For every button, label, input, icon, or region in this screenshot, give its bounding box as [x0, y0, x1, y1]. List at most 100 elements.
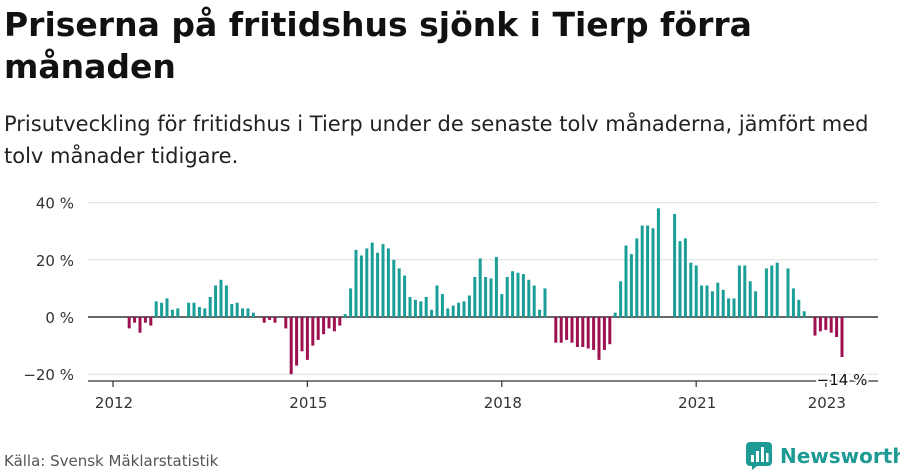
x-tick-label: 2021 — [678, 394, 716, 412]
bar — [764, 268, 768, 317]
bar — [241, 308, 245, 317]
bar — [597, 317, 601, 360]
bar — [467, 295, 471, 317]
y-tick-label: 20 % — [36, 252, 74, 270]
bar — [840, 317, 844, 357]
bar — [386, 248, 390, 317]
bar — [235, 302, 239, 317]
bar — [565, 317, 569, 340]
bar — [478, 258, 482, 317]
chart-axes: −20 % 0 % 20 % 40 % 2012 2015 2018 2021 2023 −14 … — [23, 195, 878, 412]
brand-name: Newsworthy — [780, 444, 900, 468]
bar — [505, 277, 509, 317]
bar — [673, 214, 677, 317]
bar — [349, 288, 353, 317]
x-tick-label: 2023 — [808, 394, 846, 412]
bar — [462, 301, 466, 317]
bar — [581, 317, 585, 347]
bar — [230, 304, 234, 317]
bar — [268, 317, 272, 320]
bar — [521, 274, 525, 317]
y-tick-label: 40 % — [36, 195, 74, 213]
bar — [176, 308, 180, 317]
bar — [197, 307, 201, 317]
bar — [694, 265, 698, 317]
bar — [586, 317, 590, 349]
x-tick-label: 2015 — [289, 394, 327, 412]
bar — [440, 294, 444, 317]
bar — [656, 208, 660, 317]
chart-subtitle: Prisutveckling för fritidshus i Tierp un… — [4, 112, 869, 168]
bar — [338, 317, 342, 326]
bar — [635, 238, 639, 317]
y-tick-label: −20 % — [23, 366, 74, 384]
bar — [716, 282, 720, 317]
bar — [413, 299, 417, 317]
bar — [392, 259, 396, 317]
bar — [824, 317, 828, 330]
bar — [149, 317, 153, 326]
bar — [554, 317, 558, 343]
bar — [754, 291, 758, 317]
chart-title: Priserna på fritidshus sjönk i Tierp för… — [4, 5, 752, 86]
bar — [489, 278, 493, 317]
bar — [829, 317, 833, 333]
bar — [262, 317, 266, 323]
bar — [457, 302, 461, 317]
source-note: Källa: Svensk Mäklarstatistik — [4, 452, 219, 470]
bar — [624, 245, 628, 317]
bar — [316, 317, 320, 340]
last-value-label: −14 % — [817, 371, 868, 389]
bar — [511, 271, 515, 317]
bar — [430, 309, 434, 317]
x-tick-label: 2012 — [95, 394, 133, 412]
bar — [170, 309, 174, 317]
bar — [602, 317, 606, 350]
bar — [381, 244, 385, 317]
bar — [646, 225, 650, 317]
y-tick-label: 0 % — [45, 309, 74, 327]
bar — [376, 252, 380, 317]
bar — [732, 298, 736, 317]
bar — [592, 317, 596, 350]
bar — [424, 297, 428, 317]
bar — [165, 298, 169, 317]
bar — [187, 302, 191, 317]
bar — [127, 317, 131, 329]
bar — [322, 317, 326, 335]
bar — [208, 297, 212, 317]
bar — [138, 317, 142, 333]
bar — [203, 308, 207, 317]
bar — [273, 317, 277, 323]
bar — [403, 275, 407, 317]
bar — [705, 285, 709, 317]
bar — [160, 302, 164, 317]
bar — [640, 225, 644, 317]
bar — [543, 288, 547, 317]
bar — [516, 272, 520, 317]
bar — [289, 317, 293, 375]
bar — [527, 279, 531, 317]
bar — [613, 312, 617, 317]
bar — [797, 299, 801, 317]
bar — [295, 317, 299, 366]
bar — [651, 228, 655, 317]
bar — [305, 317, 309, 360]
bar — [748, 281, 752, 318]
bar — [192, 302, 196, 317]
bar — [435, 285, 439, 317]
bar — [727, 298, 731, 317]
bar — [133, 317, 137, 323]
bar — [818, 317, 822, 332]
bar — [327, 317, 331, 329]
bar — [354, 249, 358, 317]
bar — [770, 265, 774, 317]
bar — [700, 285, 704, 317]
bar — [343, 314, 347, 317]
bar-chart: −20 % 0 % 20 % 40 % 2012 2015 2018 2021 2023 −14 … — [23, 195, 878, 412]
bar — [419, 301, 423, 317]
bar — [689, 262, 693, 317]
bar — [538, 309, 542, 317]
bar — [214, 285, 218, 317]
bar — [737, 265, 741, 317]
